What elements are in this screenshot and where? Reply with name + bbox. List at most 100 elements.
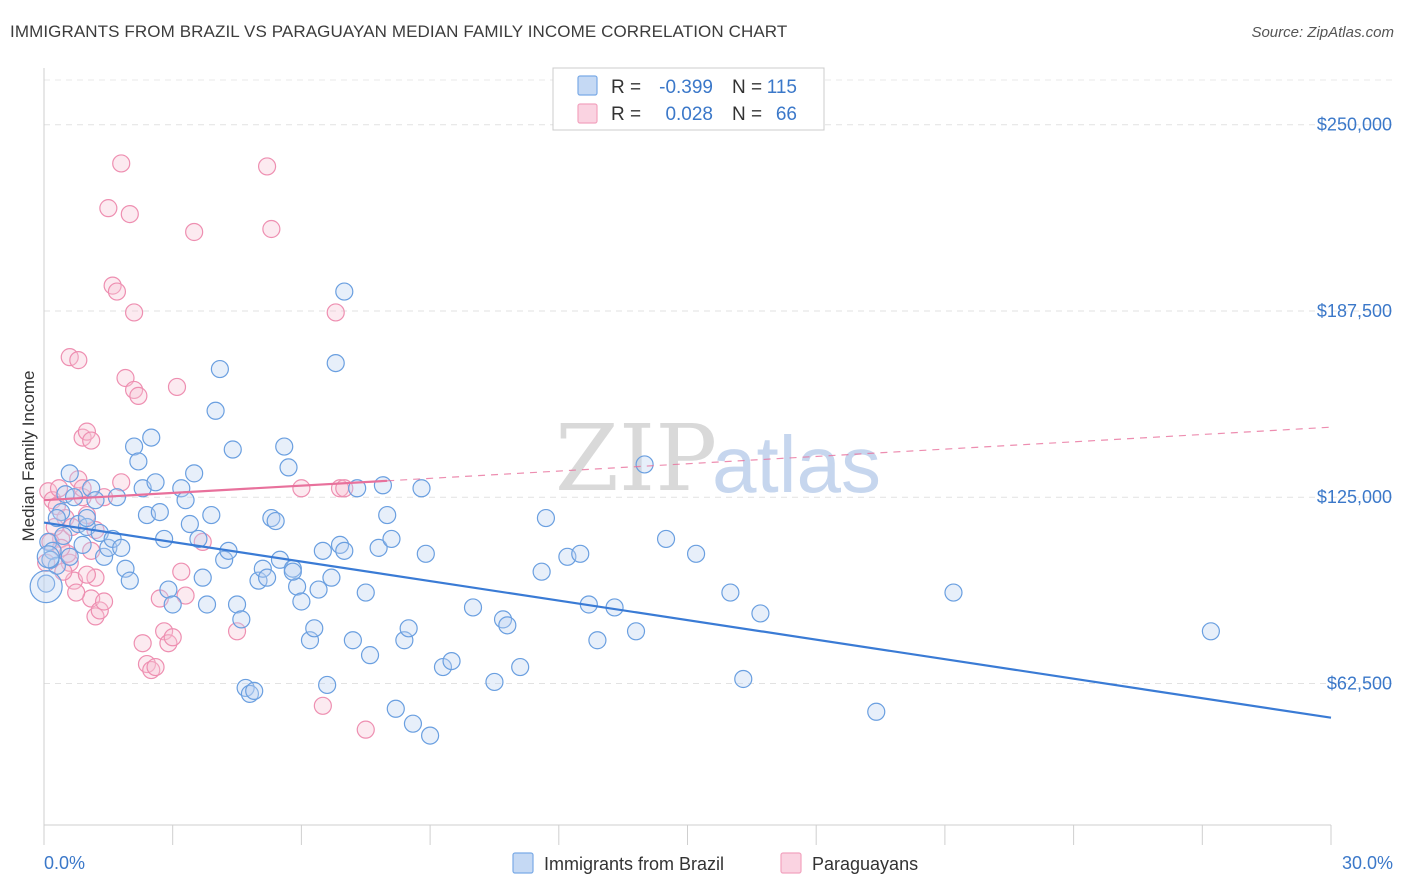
legend-n-label-2: N = [732, 104, 762, 125]
x-tick-label-min: 0.0% [44, 853, 85, 873]
brazil-point [399, 619, 418, 638]
paraguayans-point [69, 351, 88, 370]
paraguayans-point [356, 720, 375, 739]
paraguayans-point [124, 303, 144, 322]
paraguayans-point [167, 377, 187, 397]
legend-r-label-2: R = [611, 104, 641, 125]
brazil-point [343, 631, 362, 650]
brazil-point [266, 511, 285, 531]
y-tick-label-3: $250,000 [1317, 115, 1392, 135]
y-axis-title: Median Family Income [19, 370, 38, 541]
paraguayans-point [129, 386, 148, 405]
brazil-point [511, 657, 530, 677]
brazil-point [150, 502, 169, 522]
brazil-point [60, 464, 79, 483]
y-tick-label-0: $62,500 [1327, 673, 1392, 693]
paraguayans-point [77, 422, 97, 441]
series-legend-label-paraguayans: Paraguayans [812, 854, 918, 874]
brazil-point [378, 505, 397, 525]
brazil-point [94, 547, 114, 566]
brazil-point [37, 574, 56, 593]
legend-n-value-1: 115 [767, 77, 797, 98]
brazil-point [300, 631, 320, 650]
paraguayans-point [67, 583, 86, 602]
brazil-point [686, 544, 706, 563]
brazil-point [245, 681, 264, 701]
paraguayans-point [257, 157, 277, 176]
legend-r-value-1: -0.399 [659, 77, 713, 98]
brazil-point [626, 622, 646, 641]
series-legend-swatch-paraguayans [780, 852, 802, 874]
brazil-point [463, 598, 483, 617]
brazil-point [54, 526, 73, 546]
paraguayans-point [99, 199, 118, 218]
paraguayans-point [185, 222, 204, 242]
source-label: Source: ZipAtlas.com [1251, 24, 1394, 41]
brazil-point [656, 529, 676, 549]
brazil-point [283, 562, 302, 581]
brazil-point [356, 583, 375, 602]
legend-r-label-1: R = [611, 77, 641, 98]
legend-swatch-blue [577, 75, 598, 96]
paraguayans-point [82, 431, 101, 450]
brazil-point [60, 547, 79, 566]
brazil-point [232, 610, 251, 629]
brazil-point [318, 675, 337, 695]
legend-n-value-2: 66 [776, 104, 797, 125]
correlation-legend: R = -0.399 N = 115 R = 0.028 N = 66 [552, 67, 825, 131]
brazil-point [532, 562, 551, 581]
x-tick-label-max: 30.0% [1342, 853, 1393, 873]
series-legend-label-brazil: Immigrants from Brazil [544, 854, 724, 874]
brazil-point [275, 437, 294, 456]
paraguayans-point [227, 622, 247, 641]
trend-line-brazil [43, 521, 1332, 719]
paraguayans-point [90, 601, 109, 620]
brazil-point [197, 595, 217, 614]
brazil-point [180, 514, 199, 534]
trend-line-paraguayans-extension [387, 426, 1332, 482]
paraguayans-point [172, 562, 191, 581]
brazil-point [412, 479, 431, 498]
legend-n-label-1: N = [732, 77, 762, 98]
brazil-point [77, 508, 97, 528]
brazil-point [189, 529, 208, 549]
brazil-point [206, 401, 225, 420]
watermark-atlas: atlas [712, 420, 881, 509]
paraguayans-point [292, 479, 311, 498]
paraguayans-point [112, 154, 131, 173]
watermark: ZIP atlas [555, 405, 881, 512]
series-paraguayans-points [37, 154, 375, 739]
paraguayans-point [262, 219, 281, 239]
gridlines [44, 79, 1393, 684]
brazil-point [721, 583, 740, 602]
brazil-point [142, 428, 161, 447]
paraguayans-point [146, 657, 165, 677]
paraguayans-point [107, 282, 127, 301]
brazil-point [1201, 622, 1220, 641]
brazil-point [498, 616, 517, 635]
brazil-point [313, 541, 332, 560]
brazil-point [47, 508, 66, 528]
brazil-point [112, 538, 131, 557]
brazil-point [867, 702, 886, 721]
brazil-point [326, 354, 345, 373]
axes [43, 68, 1332, 845]
series-legend: Immigrants from Brazil Paraguayans [512, 852, 918, 874]
brazil-point [751, 604, 770, 623]
brazil-point [348, 479, 367, 498]
y-tick-label-1: $125,000 [1317, 487, 1392, 507]
brazil-point [322, 568, 341, 587]
brazil-point [116, 559, 135, 578]
brazil-point [335, 282, 354, 301]
trend-line-paraguayans [43, 479, 388, 502]
paraguayans-point [133, 634, 152, 653]
brazil-point [279, 458, 298, 477]
brazil-point [571, 544, 590, 563]
brazil-point [120, 571, 139, 590]
brazil-point [124, 437, 144, 456]
brazil-point [360, 646, 380, 665]
brazil-point [734, 669, 753, 689]
brazil-point [210, 359, 229, 379]
brazil-point [421, 726, 440, 745]
